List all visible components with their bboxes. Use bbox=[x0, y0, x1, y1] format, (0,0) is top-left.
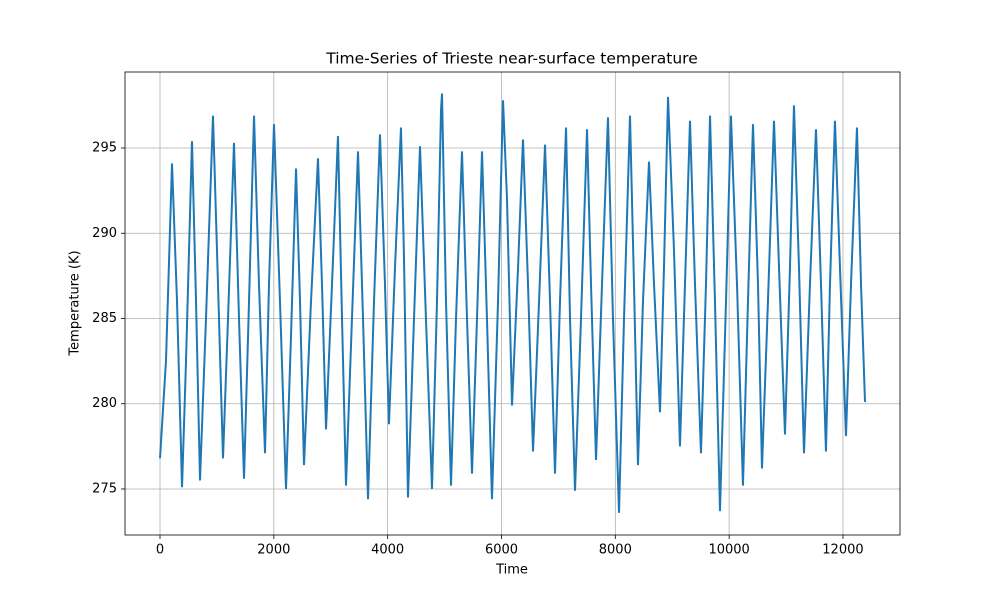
y-tick-label: 285 bbox=[92, 311, 117, 326]
x-tick-label: 4000 bbox=[371, 543, 404, 558]
y-tick-label: 275 bbox=[92, 481, 117, 496]
chart-title: Time-Series of Trieste near-surface temp… bbox=[325, 50, 697, 68]
data-line bbox=[159, 93, 866, 513]
y-axis-label: Temperature (K) bbox=[68, 250, 83, 356]
x-tick-label: 10000 bbox=[708, 543, 749, 558]
plot-frame bbox=[124, 71, 901, 536]
y-tick-label: 280 bbox=[92, 396, 117, 411]
x-tick-label: 12000 bbox=[822, 543, 863, 558]
x-tick-label: 6000 bbox=[485, 543, 518, 558]
x-tick-label: 0 bbox=[156, 543, 164, 558]
x-tick-label: 2000 bbox=[257, 543, 290, 558]
y-tick-label: 290 bbox=[92, 226, 117, 241]
x-axis-label: Time bbox=[495, 563, 528, 578]
y-tick-label: 295 bbox=[92, 141, 117, 156]
x-tick-label: 8000 bbox=[599, 543, 632, 558]
